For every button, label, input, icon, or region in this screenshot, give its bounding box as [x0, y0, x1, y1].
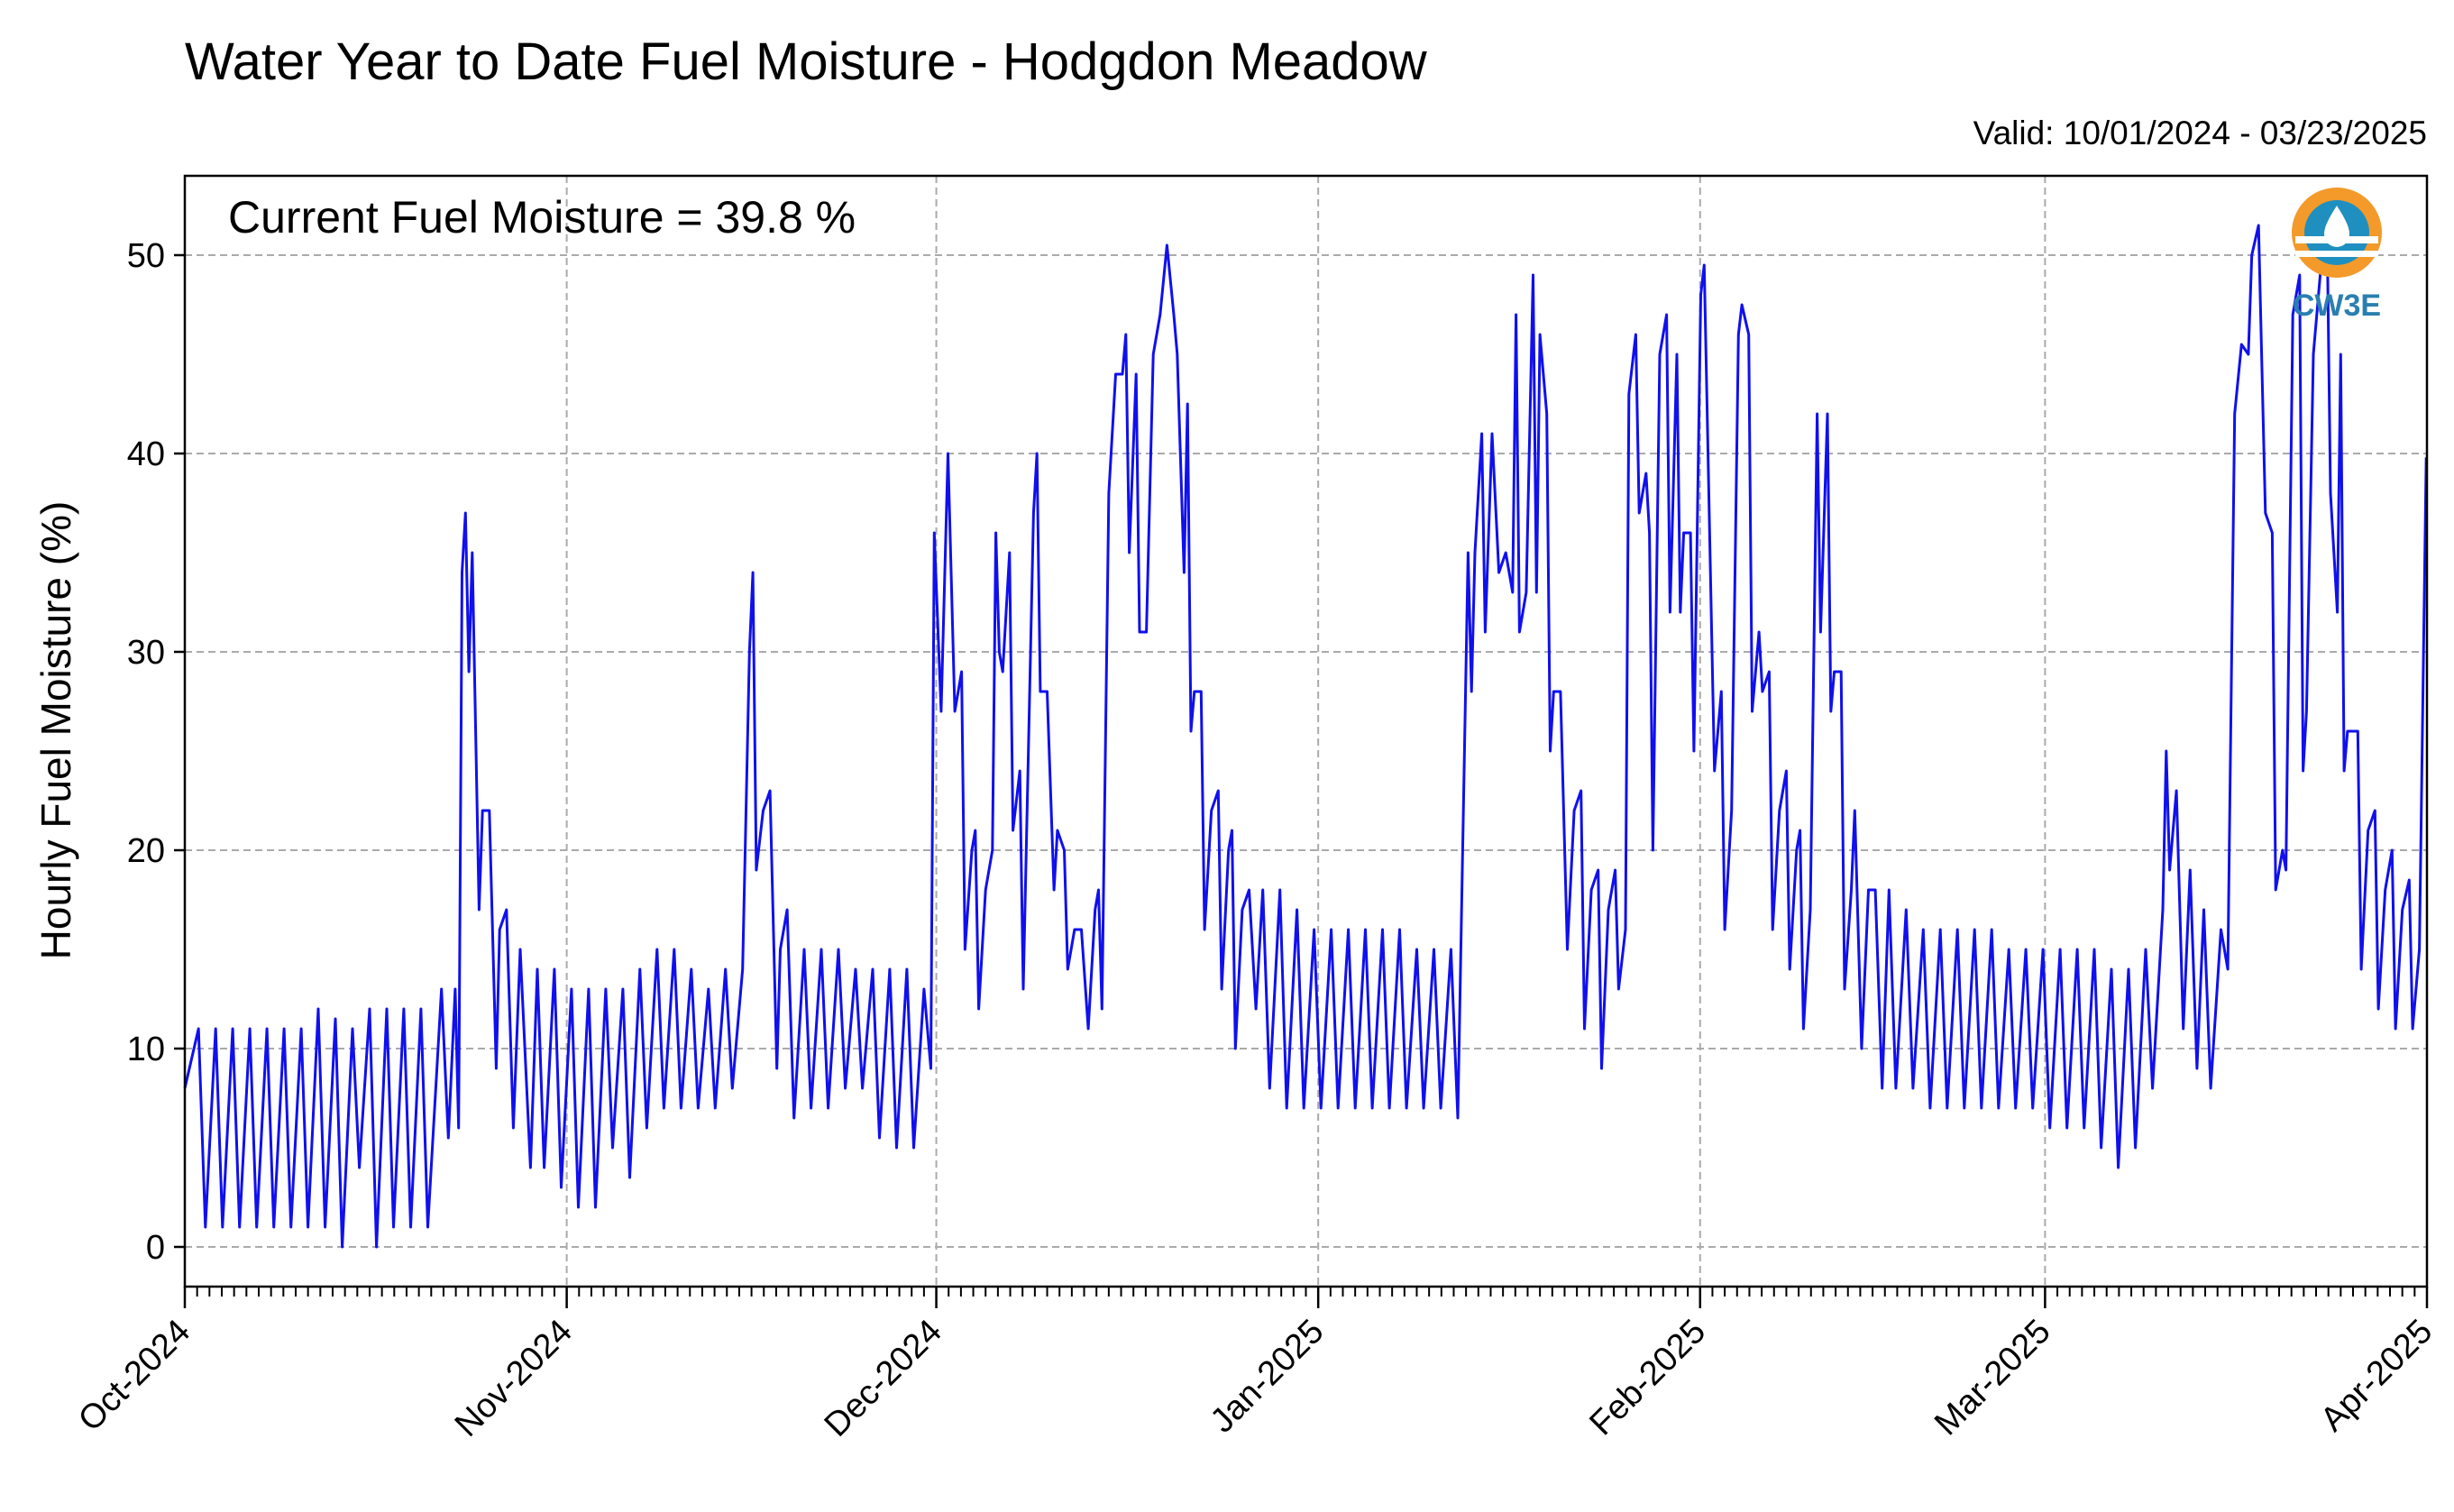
x-tick-label: Feb-2025: [1582, 1313, 1713, 1443]
y-axis-label: Hourly Fuel Moisture (%): [32, 501, 79, 960]
y-tick-label: 50: [127, 237, 165, 275]
chart-subtitle: Valid: 10/01/2024 - 03/23/2025: [1973, 115, 2427, 151]
y-tick-label: 20: [127, 832, 165, 870]
y-tick-label: 30: [127, 634, 165, 672]
gridlines: [185, 176, 2427, 1287]
x-tick-label: Nov-2024: [448, 1313, 580, 1444]
x-tick-label: Jan-2025: [1204, 1313, 1332, 1441]
data-series-line: [183, 224, 2428, 1249]
chart-title: Water Year to Date Fuel Moisture - Hodgd…: [185, 32, 1428, 91]
cw3e-logo: CW3E: [2292, 188, 2382, 323]
logo-wave2-icon: [2295, 251, 2378, 257]
y-tick-label: 40: [127, 435, 165, 473]
y-axis-ticks: 0 10 20 30 40 50: [127, 237, 185, 1267]
x-tick-label: Apr-2025: [2313, 1313, 2440, 1439]
logo-text: CW3E: [2293, 289, 2381, 323]
x-tick-label: Mar-2025: [1927, 1313, 2058, 1443]
plot-frame: [183, 174, 2429, 1288]
x-tick-label: Oct-2024: [71, 1313, 197, 1439]
logo-drop-icon: [2324, 206, 2349, 247]
y-tick-label: 0: [146, 1229, 165, 1267]
y-tick-label: 10: [127, 1031, 165, 1068]
x-tick-label: Dec-2024: [818, 1313, 949, 1444]
current-moisture-annotation: Current Fuel Moisture = 39.8 %: [228, 192, 856, 243]
x-axis-ticks: Oct-2024 Nov-2024 Dec-2024 Jan-2025 Feb-2025…: [71, 1287, 2440, 1444]
